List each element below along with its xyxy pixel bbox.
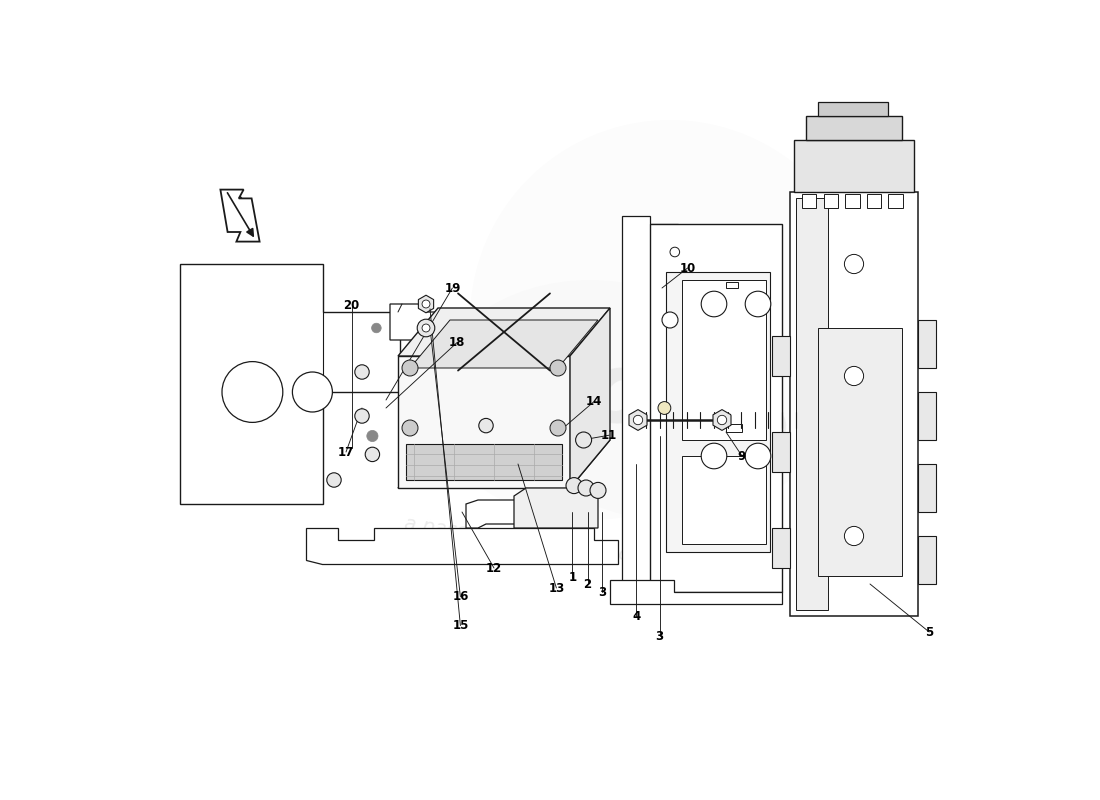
Bar bbox=[790, 192, 918, 616]
Circle shape bbox=[355, 409, 370, 423]
Text: 10: 10 bbox=[680, 262, 695, 274]
Bar bbox=[918, 320, 936, 368]
Text: 11: 11 bbox=[601, 429, 617, 442]
Bar bbox=[802, 194, 816, 208]
Bar bbox=[889, 194, 903, 208]
Bar bbox=[918, 392, 936, 440]
Circle shape bbox=[658, 402, 671, 414]
Text: 17: 17 bbox=[338, 446, 354, 458]
Polygon shape bbox=[621, 216, 678, 592]
Polygon shape bbox=[410, 320, 598, 368]
Circle shape bbox=[293, 372, 332, 412]
Polygon shape bbox=[180, 264, 400, 504]
Text: 15: 15 bbox=[452, 619, 469, 632]
Circle shape bbox=[745, 291, 771, 317]
Polygon shape bbox=[398, 440, 610, 488]
Circle shape bbox=[366, 430, 378, 442]
Circle shape bbox=[578, 480, 594, 496]
Circle shape bbox=[845, 526, 864, 546]
Text: 9: 9 bbox=[738, 450, 746, 462]
Circle shape bbox=[402, 360, 418, 376]
Circle shape bbox=[365, 447, 380, 462]
Polygon shape bbox=[682, 280, 766, 440]
Circle shape bbox=[701, 443, 727, 469]
Circle shape bbox=[355, 365, 370, 379]
Polygon shape bbox=[220, 190, 260, 242]
Bar bbox=[845, 194, 859, 208]
Bar bbox=[772, 336, 790, 376]
Circle shape bbox=[402, 420, 418, 436]
Text: 2: 2 bbox=[583, 578, 592, 590]
Circle shape bbox=[478, 418, 493, 433]
Text: 4: 4 bbox=[632, 610, 640, 622]
Bar bbox=[796, 198, 828, 610]
Polygon shape bbox=[629, 410, 647, 430]
Circle shape bbox=[701, 291, 727, 317]
Bar bbox=[818, 102, 889, 116]
Bar bbox=[818, 328, 902, 576]
Bar bbox=[772, 432, 790, 472]
Text: 19: 19 bbox=[444, 282, 461, 294]
Circle shape bbox=[745, 443, 771, 469]
Polygon shape bbox=[713, 410, 732, 430]
Text: 1: 1 bbox=[569, 571, 576, 584]
Text: 13: 13 bbox=[548, 582, 564, 594]
Text: a passion for parts since 1985: a passion for parts since 1985 bbox=[403, 514, 697, 574]
Circle shape bbox=[327, 473, 341, 487]
Text: 3: 3 bbox=[656, 630, 663, 642]
Polygon shape bbox=[418, 295, 433, 313]
Circle shape bbox=[417, 319, 434, 337]
Circle shape bbox=[422, 324, 430, 332]
Polygon shape bbox=[682, 456, 766, 544]
Circle shape bbox=[590, 482, 606, 498]
Circle shape bbox=[566, 478, 582, 494]
Polygon shape bbox=[650, 224, 782, 592]
Polygon shape bbox=[514, 488, 598, 528]
Circle shape bbox=[575, 432, 592, 448]
Bar bbox=[918, 536, 936, 584]
Text: 18: 18 bbox=[449, 336, 465, 349]
Bar bbox=[806, 116, 902, 140]
Ellipse shape bbox=[430, 280, 750, 520]
Bar bbox=[726, 282, 738, 288]
Circle shape bbox=[670, 247, 680, 257]
Text: 12: 12 bbox=[486, 562, 502, 574]
Bar bbox=[867, 194, 881, 208]
Polygon shape bbox=[398, 308, 610, 356]
Circle shape bbox=[550, 360, 566, 376]
Text: 14: 14 bbox=[586, 395, 602, 408]
Bar bbox=[824, 194, 838, 208]
Polygon shape bbox=[570, 308, 611, 488]
Circle shape bbox=[550, 420, 566, 436]
Polygon shape bbox=[610, 580, 782, 604]
Bar bbox=[726, 424, 742, 432]
Text: europeS: europeS bbox=[392, 293, 869, 507]
Polygon shape bbox=[306, 528, 618, 564]
Polygon shape bbox=[666, 272, 770, 552]
Circle shape bbox=[222, 362, 283, 422]
Polygon shape bbox=[794, 140, 914, 192]
Text: 5: 5 bbox=[925, 626, 933, 638]
Circle shape bbox=[634, 415, 642, 425]
Bar bbox=[772, 528, 790, 568]
Polygon shape bbox=[406, 444, 562, 480]
Circle shape bbox=[717, 415, 727, 425]
Bar bbox=[918, 464, 936, 512]
Text: 20: 20 bbox=[343, 299, 360, 312]
Text: 3: 3 bbox=[598, 586, 606, 598]
Polygon shape bbox=[398, 356, 570, 488]
Circle shape bbox=[422, 300, 430, 308]
Circle shape bbox=[662, 312, 678, 328]
Polygon shape bbox=[466, 500, 590, 528]
Ellipse shape bbox=[470, 120, 870, 520]
Text: 16: 16 bbox=[452, 590, 469, 603]
Circle shape bbox=[372, 323, 382, 333]
Polygon shape bbox=[390, 304, 446, 340]
Circle shape bbox=[845, 254, 864, 274]
Circle shape bbox=[845, 366, 864, 386]
